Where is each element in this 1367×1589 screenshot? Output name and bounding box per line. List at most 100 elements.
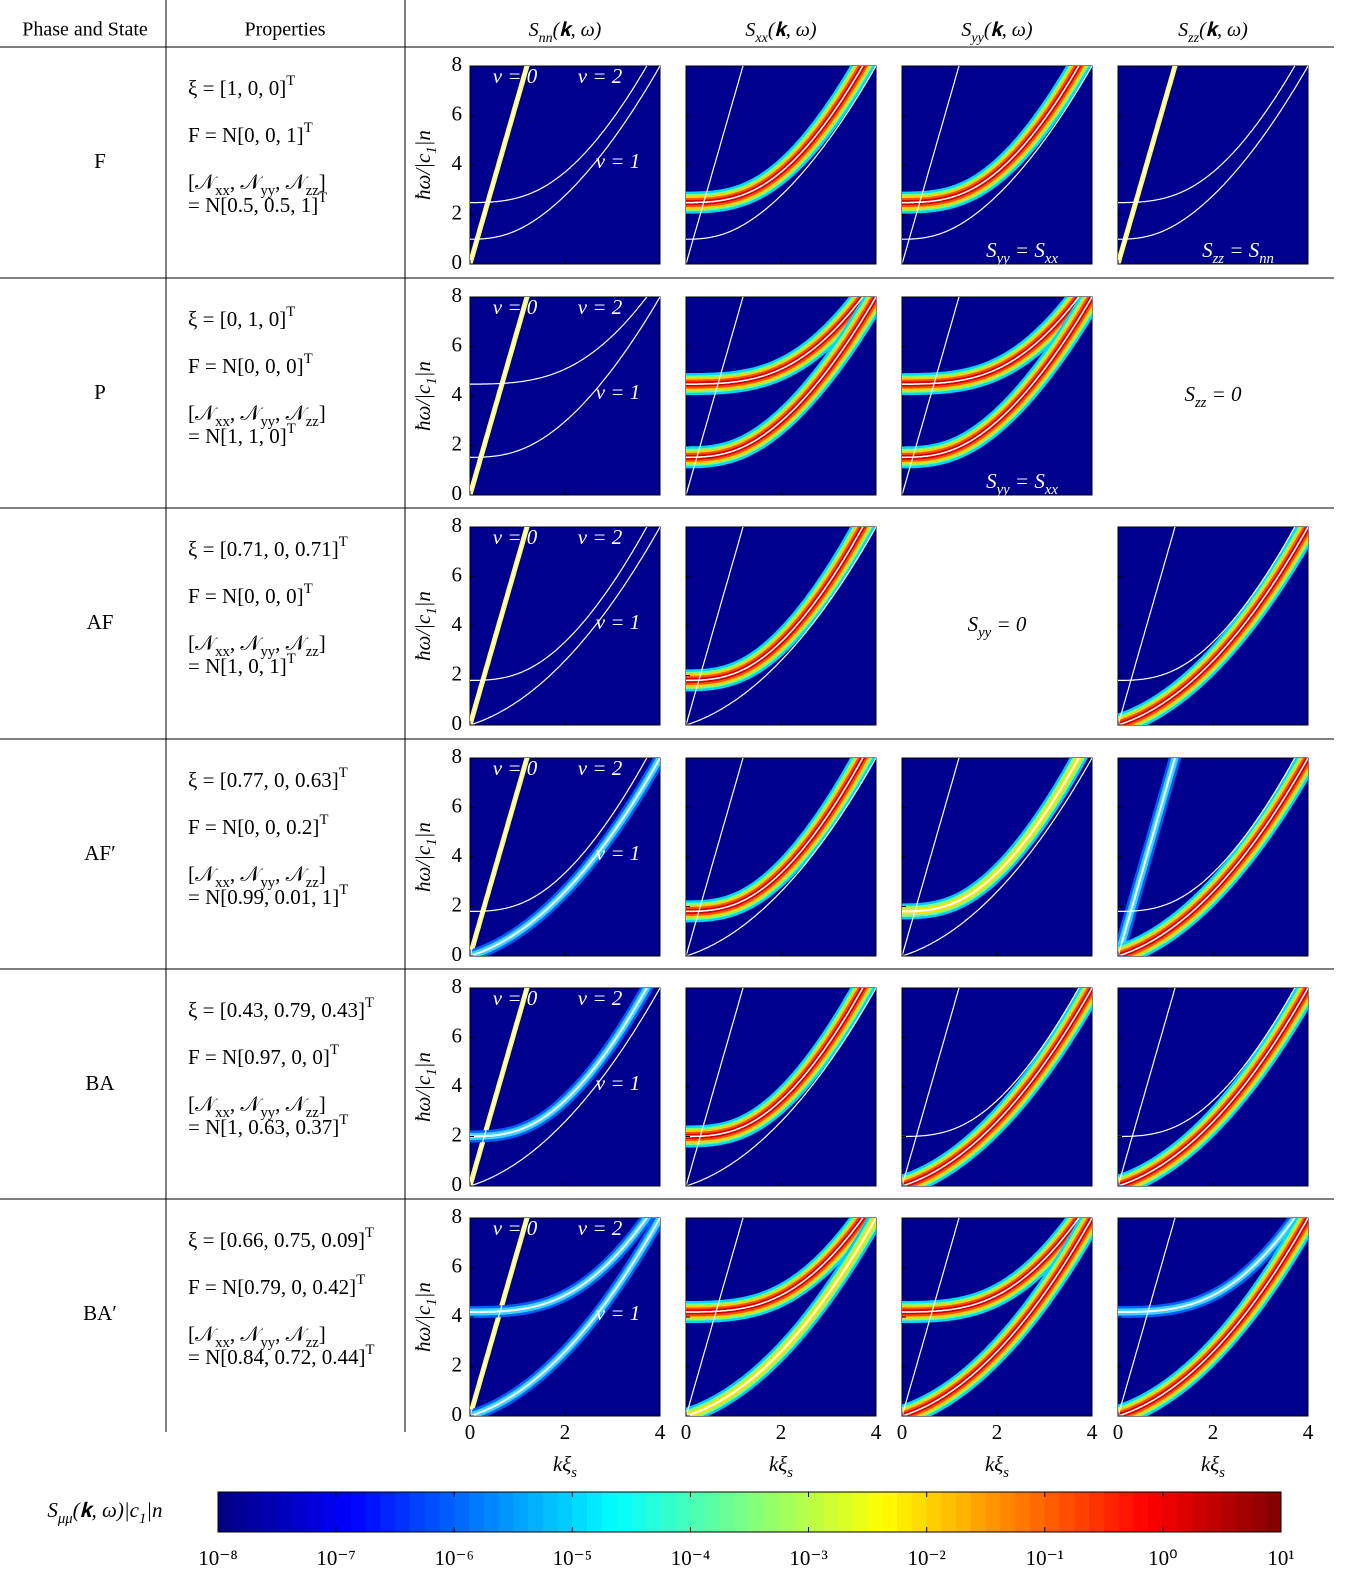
subscript: yy	[995, 251, 1011, 267]
text-part: [𝒩	[188, 631, 218, 655]
plot-background	[469, 65, 661, 265]
y-tick-label: 4	[452, 612, 463, 636]
spectrum	[902, 988, 1092, 1186]
colorbar-swatch	[306, 1492, 322, 1532]
dispersion-curve	[686, 66, 864, 204]
panel-note: Syy = Sxx	[986, 469, 1058, 499]
colorbar-swatch	[321, 1492, 337, 1532]
dispersion-curve	[1118, 988, 1296, 1138]
colorbar-swatch	[468, 1492, 485, 1532]
colorbar-swatch	[911, 1492, 928, 1532]
text-part: ]	[319, 1092, 326, 1116]
x-tick-label: 0	[681, 1420, 692, 1444]
spectrum	[902, 66, 1092, 264]
colorbar-swatch	[350, 1492, 367, 1532]
panel-note: Syy = 0	[968, 612, 1027, 642]
colorbar-swatch	[1162, 1492, 1179, 1532]
mode-label: ν = 1	[596, 149, 641, 173]
dispersion-curve	[1118, 988, 1176, 1186]
text-part: ħω/|c	[411, 614, 435, 661]
text-part: |n	[411, 361, 435, 377]
text-part: ξ = [0.66, 0.75, 0.09]	[188, 1228, 365, 1252]
colorbar-swatch	[941, 1492, 957, 1532]
plot-background	[1117, 65, 1309, 265]
property-f: F = N[0, 0, 0]T	[188, 581, 313, 607]
panel-note: Syy = Sxx	[986, 238, 1058, 268]
text-part: F = N[0, 0, 1]	[188, 123, 304, 147]
subscript: xx	[1044, 482, 1059, 498]
text-part: = N[0.99, 0.01, 1]	[188, 885, 339, 909]
text-part: = N[0.5, 0.5, 1]	[188, 193, 318, 217]
text-part: , 𝒩	[275, 631, 309, 655]
property-f: F = N[0.97, 0, 0]T	[188, 1042, 339, 1068]
header-phase: Phase and State	[22, 19, 148, 41]
y-axis-label: ħω/|c1|n	[411, 1282, 441, 1352]
colorbar-swatch	[601, 1492, 618, 1532]
text-part: = N[1, 1, 0]	[188, 424, 287, 448]
colorbar-swatch	[1044, 1492, 1061, 1532]
colorbar-swatch	[734, 1492, 750, 1532]
x-tick-label: 4	[871, 1420, 882, 1444]
spectrum	[470, 988, 660, 1186]
superscript: T	[339, 765, 348, 781]
dispersion-curve	[470, 988, 648, 1138]
subscript: xx	[754, 31, 768, 46]
text-part: [𝒩	[188, 862, 218, 886]
property-xi: ξ = [0.77, 0, 0.63]T	[188, 765, 348, 791]
mode-label: ν = 1	[596, 380, 641, 404]
dispersion-curve	[470, 758, 648, 913]
subscript: zz	[306, 183, 320, 199]
text-part: F = N[0, 0, 0.2]	[188, 815, 319, 839]
spectrum	[1118, 66, 1308, 264]
text-part: = 0	[1206, 382, 1242, 406]
y-tick-label: 8	[452, 974, 463, 998]
text-part: S	[529, 19, 539, 41]
colorbar-swatch	[867, 1492, 883, 1532]
text-part: ħω/|c	[411, 1305, 435, 1352]
colorbar-swatch	[232, 1492, 249, 1532]
y-axis-label: ħω/|c1|n	[411, 591, 441, 661]
subscript: yy	[260, 1105, 275, 1121]
text-part: kξ	[553, 1452, 571, 1476]
y-tick-label: 2	[452, 431, 463, 455]
subscript: zz	[1194, 395, 1207, 411]
mode-label: ν = 2	[578, 295, 623, 319]
colorbar-swatch	[1059, 1492, 1075, 1532]
subscript: zz	[1187, 31, 1199, 46]
phase-label: P	[94, 380, 106, 404]
dispersion-curve	[470, 66, 660, 240]
colorbar-swatch	[705, 1492, 721, 1532]
text-part: S	[968, 612, 979, 636]
colorbar-swatch	[838, 1492, 854, 1532]
dispersion-curve	[902, 988, 1080, 1138]
dispersion-curve	[902, 988, 1092, 1186]
text-part: (𝐤, ω)	[768, 19, 817, 41]
colorbar-tick-label: 10⁻¹	[1026, 1546, 1064, 1570]
property-n-value: = N[1, 0, 1]T	[188, 651, 296, 677]
property-f: F = N[0, 0, 0.2]T	[188, 812, 328, 838]
text-part: |n	[411, 822, 435, 838]
dispersion-curve	[470, 1218, 648, 1313]
text-part: ξ = [0.71, 0, 0.71]	[188, 537, 339, 561]
subscript: yy	[260, 875, 275, 891]
mode-label: ν = 1	[596, 1301, 641, 1325]
y-tick-label: 2	[452, 200, 463, 224]
dispersion-curve	[686, 66, 744, 264]
text-part: kξ	[1201, 1452, 1219, 1476]
text-part: = 0	[991, 612, 1027, 636]
plot-background	[469, 296, 661, 496]
y-tick-label: 4	[452, 843, 463, 867]
colorbar-swatch	[719, 1492, 736, 1532]
subscript: 1	[424, 146, 440, 153]
colorbar-swatch	[1103, 1492, 1120, 1532]
spectrum	[470, 66, 660, 264]
colorbar-swatch	[1192, 1492, 1208, 1532]
property-f: F = N[0, 0, 1]T	[188, 120, 313, 146]
text-part: S	[745, 19, 755, 41]
y-tick-label: 8	[452, 744, 463, 768]
y-tick-label: 4	[452, 382, 463, 406]
colorbar-swatch	[1236, 1492, 1252, 1532]
colorbar-swatch	[291, 1492, 308, 1532]
colorbar-swatch	[660, 1492, 677, 1532]
spectrum	[1118, 1218, 1308, 1416]
